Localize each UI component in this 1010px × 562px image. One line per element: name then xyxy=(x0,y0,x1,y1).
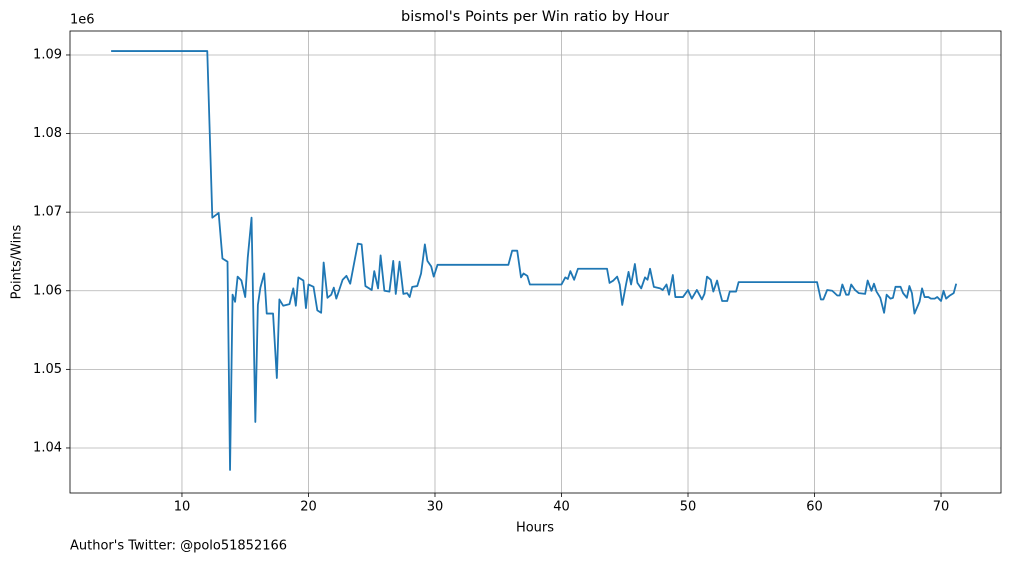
footnote: Author's Twitter: @polo51852166 xyxy=(70,539,287,554)
y-tick-label: 1.05 xyxy=(33,362,62,377)
x-tick-label: 10 xyxy=(174,500,191,515)
x-tick-label: 50 xyxy=(680,500,697,515)
y-axis-label: Points/Wins xyxy=(10,224,25,299)
x-tick-label: 60 xyxy=(806,500,823,515)
plot-frame xyxy=(69,30,1002,494)
line xyxy=(111,50,958,471)
y-tick-label: 1.06 xyxy=(33,283,62,298)
x-tick-label: 70 xyxy=(933,500,950,515)
x-axis-label: Hours xyxy=(516,521,554,536)
x-tick-label: 40 xyxy=(553,500,570,515)
y-offset-label: 1e6 xyxy=(70,13,95,28)
x-tick-label: 30 xyxy=(427,500,444,515)
chart-title: bismol's Points per Win ratio by Hour xyxy=(401,9,669,25)
x-tick-label: 20 xyxy=(300,500,317,515)
y-tick-label: 1.09 xyxy=(33,47,62,62)
y-tick-label: 1.07 xyxy=(33,205,62,220)
y-tick-label: 1.04 xyxy=(33,440,62,455)
y-tick-label: 1.08 xyxy=(33,126,62,141)
